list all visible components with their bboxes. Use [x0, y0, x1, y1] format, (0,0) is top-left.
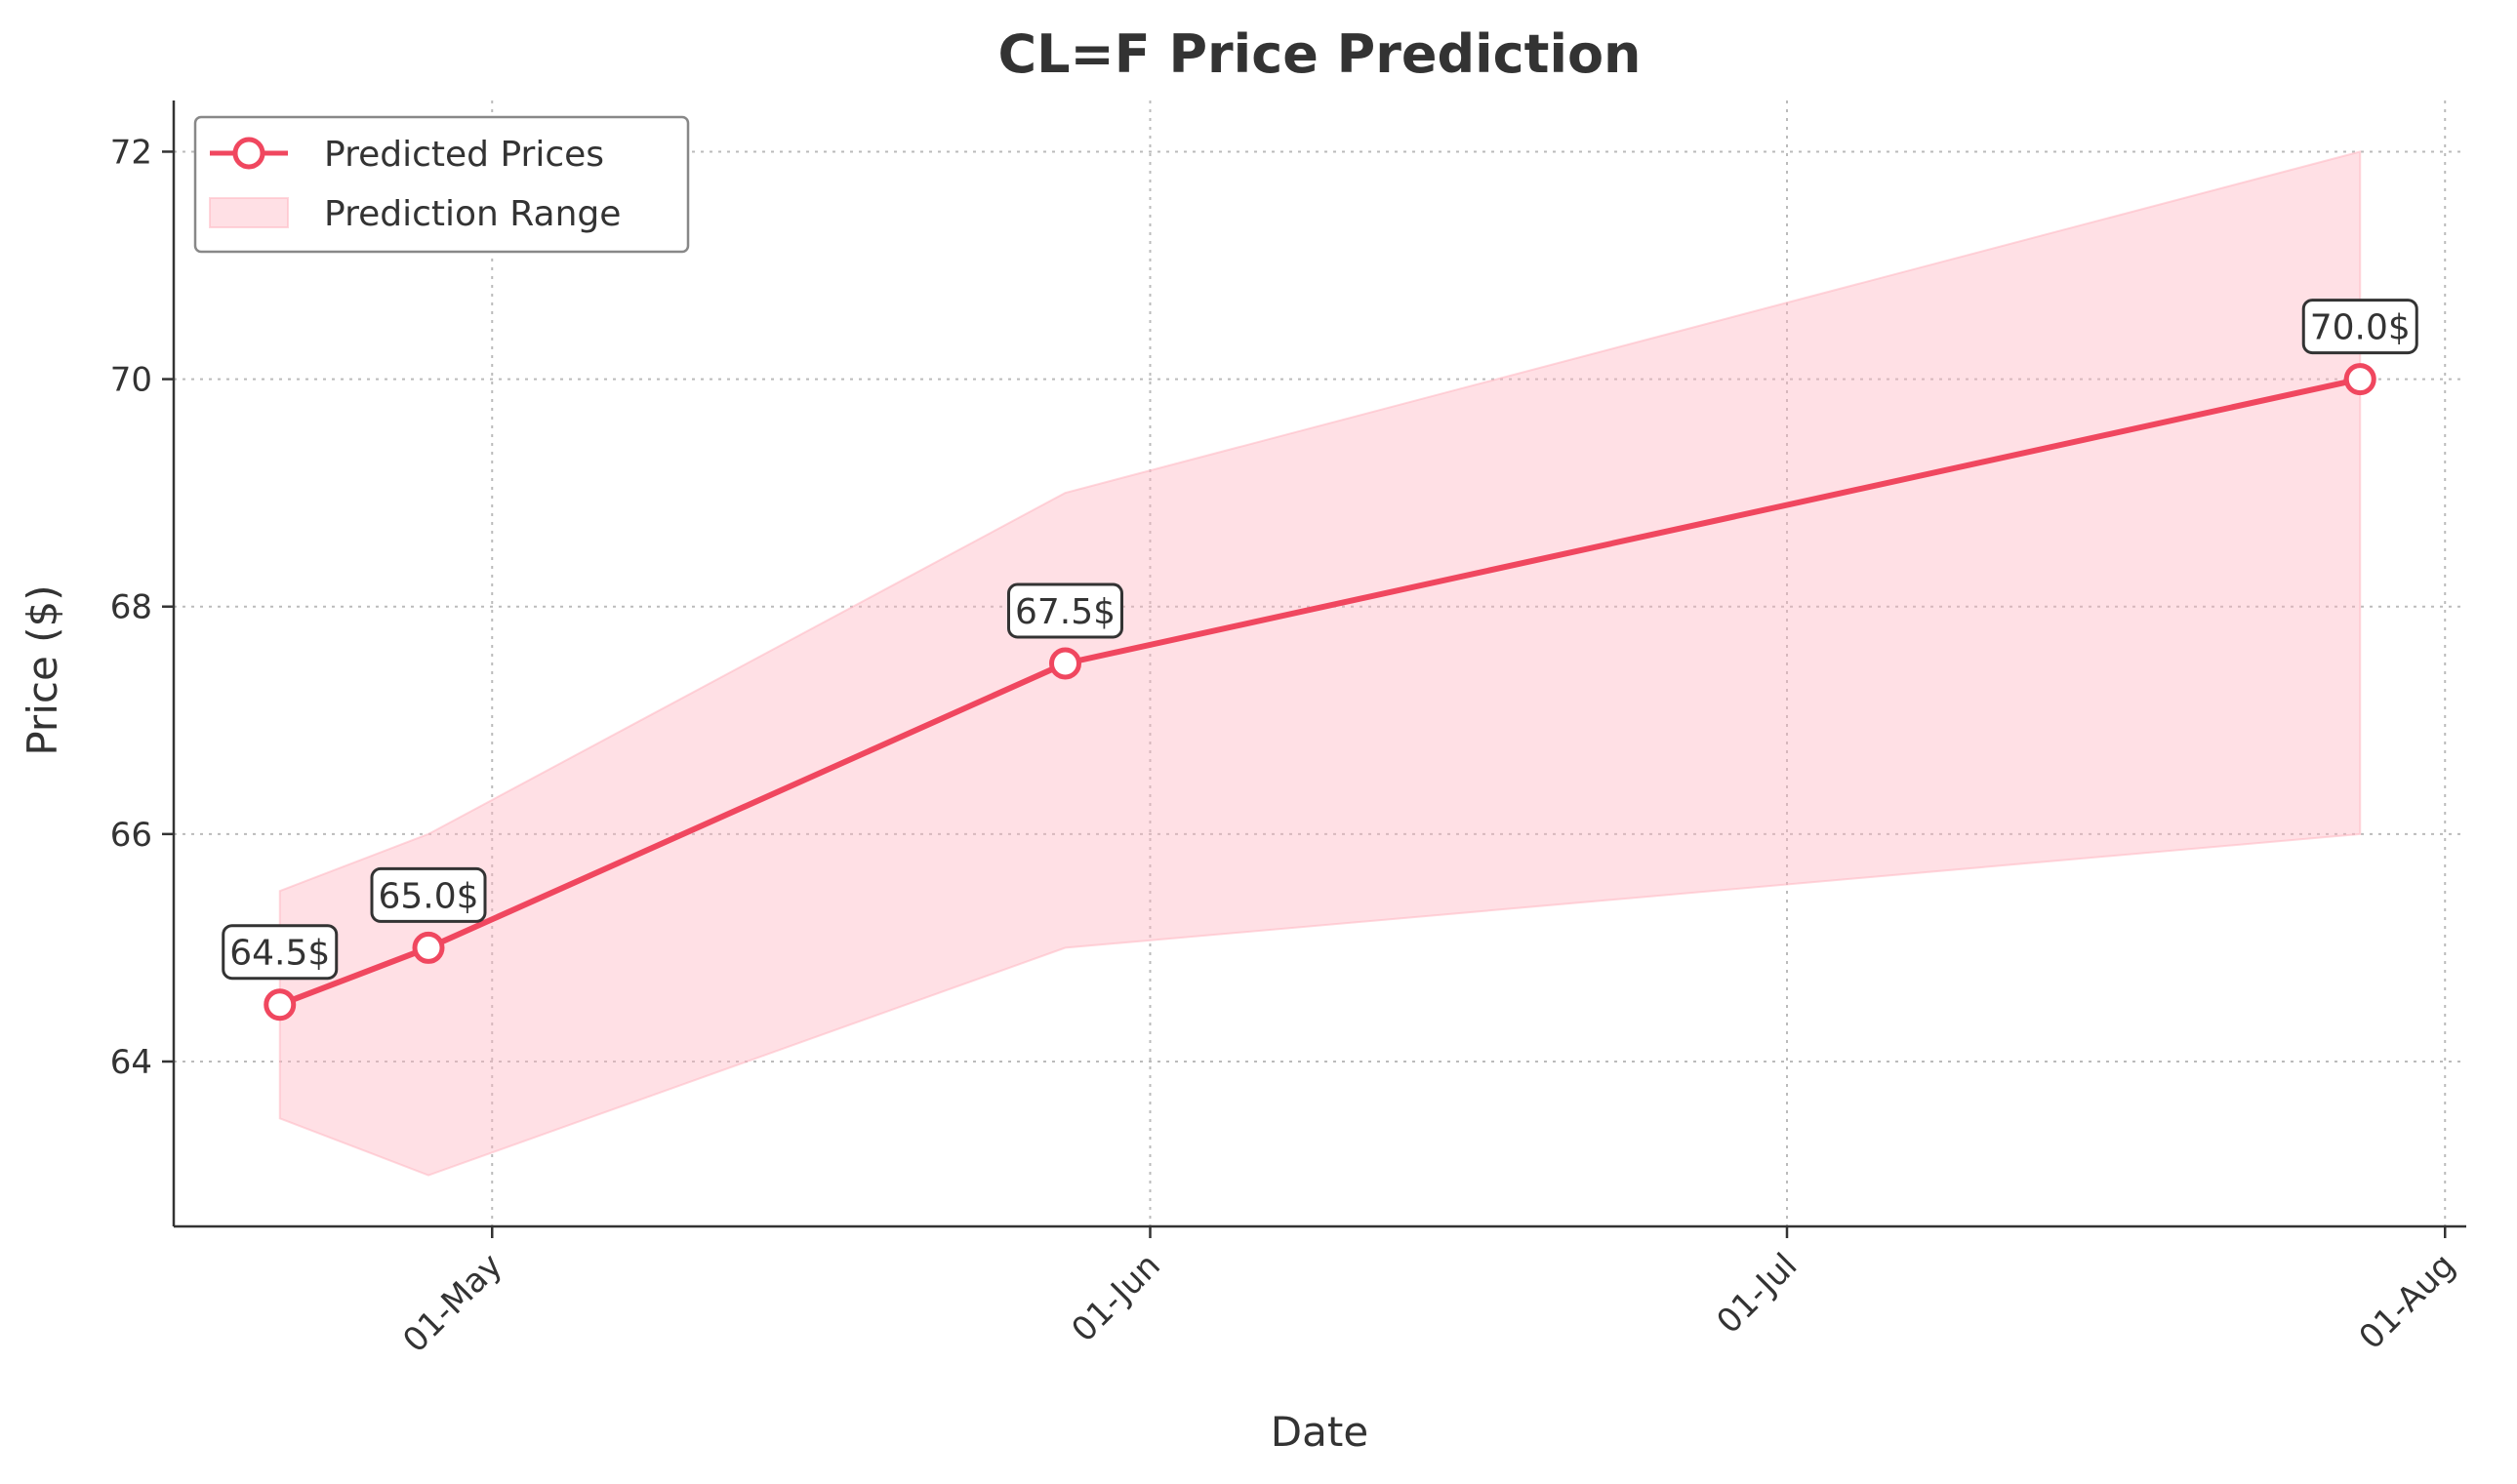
y-tick-label: 66 — [110, 816, 152, 855]
legend-band-swatch — [209, 197, 289, 228]
data-labels: 64.5$ 65.0$ 67.5$ 70.0$ — [222, 299, 2418, 981]
data-label-box — [222, 924, 339, 981]
data-label-text: 67.5$ — [1015, 592, 1116, 632]
legend-frame — [193, 115, 690, 254]
grid — [174, 100, 2466, 1226]
x-tick-label: 01-May — [395, 1246, 509, 1360]
predicted-prices-path — [276, 376, 2364, 1008]
data-label-box — [1007, 582, 1123, 639]
data-label-box — [2301, 299, 2418, 355]
x-tick-label: 01-Jul — [1709, 1246, 1805, 1342]
y-axis-label: Price ($) — [19, 584, 66, 755]
legend-label-prediction-range: Prediction Range — [324, 194, 621, 234]
predicted-prices-markers — [264, 363, 2376, 1022]
prediction-range-area — [278, 150, 2362, 1177]
x-tick-label: 01-Jun — [1064, 1246, 1167, 1349]
legend-marker-swatch — [232, 137, 265, 170]
y-tick-label: 68 — [110, 588, 152, 627]
chart-title: CL=F Price Prediction — [998, 23, 1642, 85]
data-point-marker — [1049, 647, 1081, 680]
predicted-prices-line — [276, 376, 2364, 1008]
x-axis-label: Date — [1271, 1408, 1368, 1456]
data-label-text: 64.5$ — [229, 934, 330, 974]
data-label-box — [370, 866, 487, 923]
data-label-text: 65.0$ — [378, 876, 478, 916]
data-point-marker — [264, 988, 297, 1022]
axes — [172, 100, 2466, 1228]
y-tick-label: 72 — [110, 133, 152, 172]
legend: Predicted Prices Prediction Range — [193, 115, 690, 254]
legend-label-predicted-prices: Predicted Prices — [324, 135, 604, 175]
data-label: 65.0$ — [370, 866, 487, 923]
prediction-range-band — [278, 150, 2362, 1177]
data-label: 67.5$ — [1007, 582, 1123, 639]
data-label: 70.0$ — [2301, 299, 2418, 355]
data-point-marker — [2343, 363, 2376, 396]
y-tick-label: 64 — [110, 1043, 152, 1082]
data-point-marker — [412, 931, 445, 964]
x-tick-label: 01-Aug — [2352, 1246, 2463, 1357]
data-label: 64.5$ — [222, 924, 339, 981]
data-label-text: 70.0$ — [2310, 308, 2411, 348]
y-tick-label: 70 — [110, 361, 152, 400]
